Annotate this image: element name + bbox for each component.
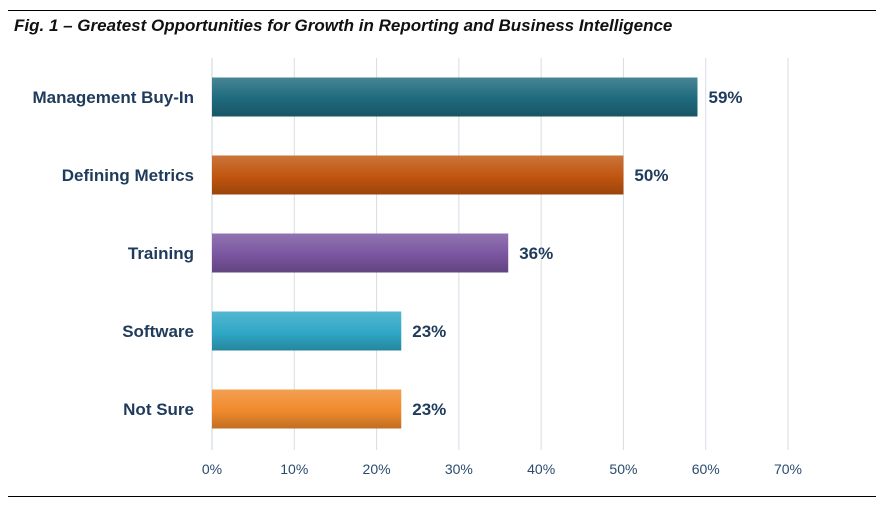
value-label: 23% (412, 322, 446, 341)
bar-training (212, 233, 509, 273)
labels: 0% 10% 20% 30% 40% 50% 60% 70% Management Buy-In… (32, 88, 802, 477)
x-tick-label: 10% (280, 461, 308, 477)
value-label: 23% (412, 400, 446, 419)
value-label: 36% (519, 244, 553, 263)
category-label: Software (122, 322, 194, 341)
x-tick-label: 0% (202, 461, 222, 477)
top-rule (8, 10, 876, 11)
bar-management-buy-in (212, 77, 698, 117)
x-tick-label: 20% (363, 461, 391, 477)
bar-software (212, 311, 402, 351)
x-tick-label: 50% (609, 461, 637, 477)
x-tick-label: 60% (692, 461, 720, 477)
bars (212, 77, 698, 429)
bar-not-sure (212, 389, 402, 429)
value-label: 50% (634, 166, 668, 185)
x-tick-label: 30% (445, 461, 473, 477)
value-label: 59% (708, 88, 742, 107)
x-tick-label: 40% (527, 461, 555, 477)
bar-defining-metrics (212, 155, 624, 195)
category-label: Training (128, 244, 194, 263)
figure-title: Fig. 1 – Greatest Opportunities for Grow… (14, 16, 673, 35)
category-label: Defining Metrics (62, 166, 194, 185)
bottom-rule (8, 496, 876, 497)
category-label: Not Sure (123, 400, 194, 419)
x-tick-label: 70% (774, 461, 802, 477)
category-label: Management Buy-In (32, 88, 194, 107)
